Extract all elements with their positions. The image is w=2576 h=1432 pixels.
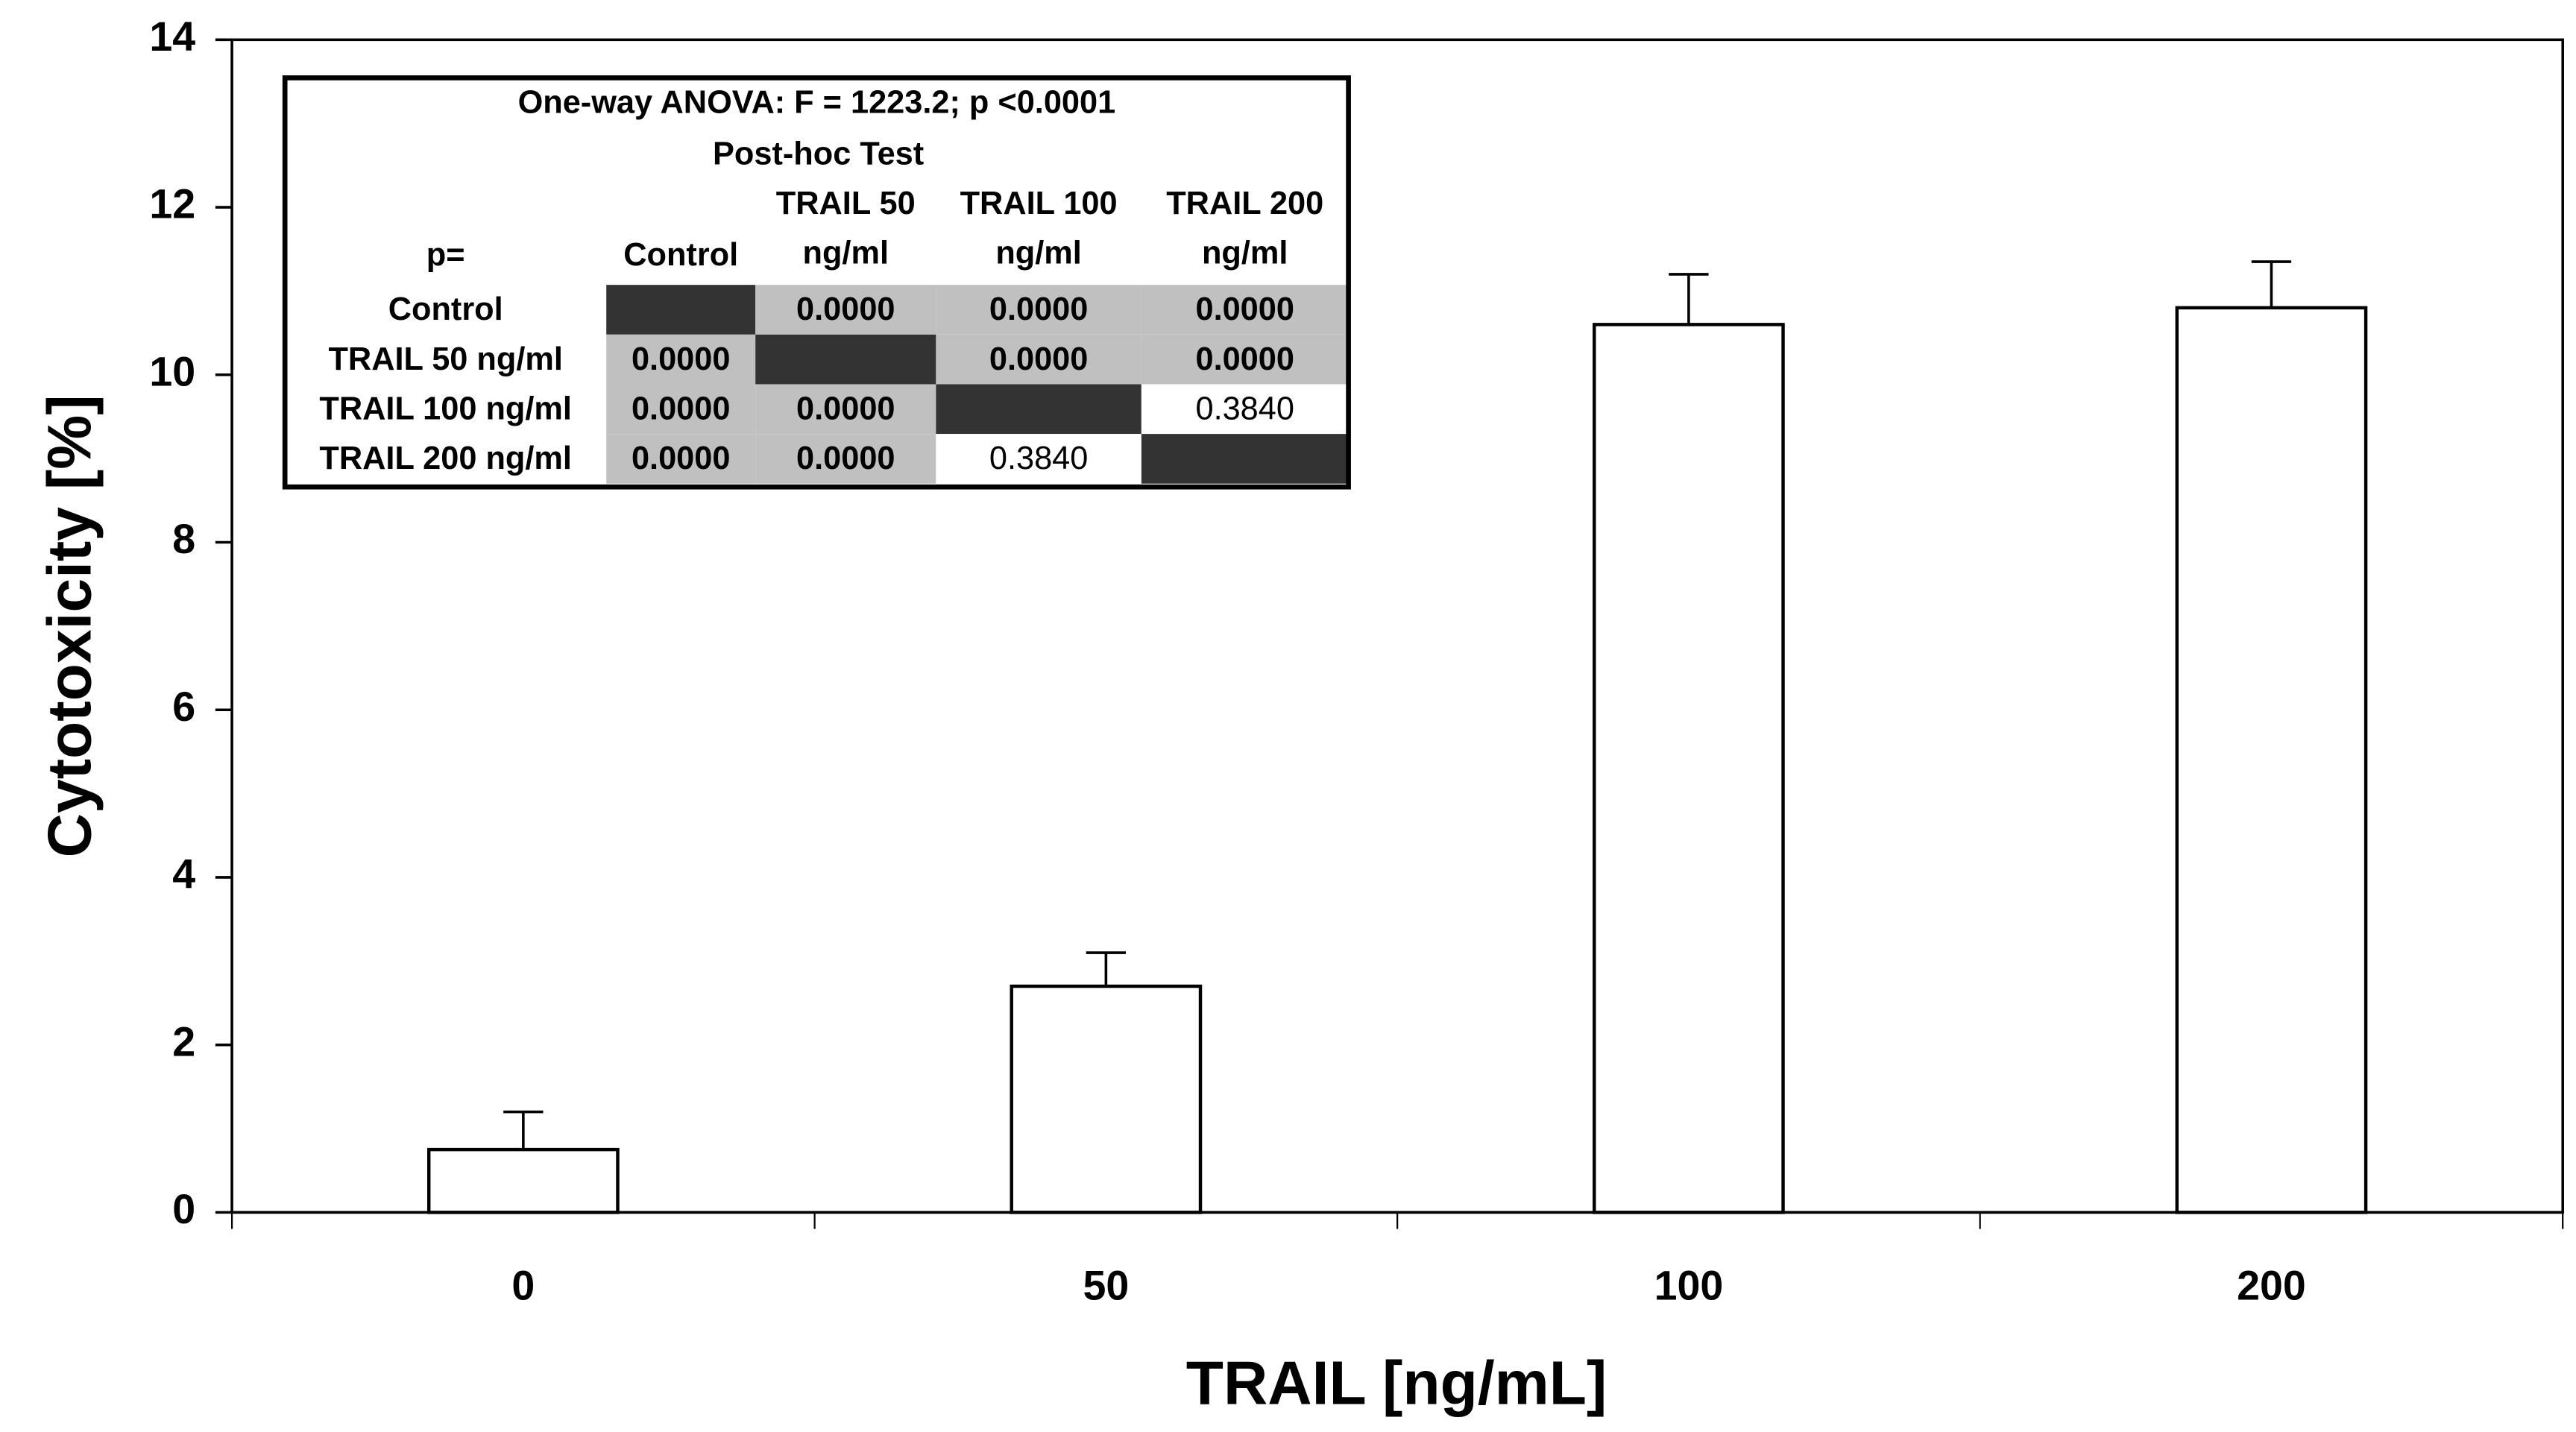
table-header: TRAIL 200 [1166, 186, 1323, 221]
cell-value: 0.0000 [632, 391, 730, 426]
row-label: TRAIL 50 ng/ml [328, 341, 562, 377]
table-header: Control [623, 237, 738, 273]
table-cell [606, 334, 756, 385]
cell-value: 0.0000 [989, 341, 1088, 377]
table-header: ng/ml [803, 236, 889, 271]
table-cell [936, 434, 1141, 484]
table-cell [1141, 384, 1349, 435]
y-tick-label: 4 [172, 851, 195, 898]
y-tick-label: 10 [149, 348, 195, 394]
table-header: ng/ml [995, 236, 1082, 271]
cell-value: 0.0000 [796, 391, 895, 426]
cell-value: 0.0000 [1195, 291, 1294, 327]
bar [1010, 984, 1203, 1214]
cell-value: 0.0000 [796, 291, 895, 327]
table-border [282, 75, 1351, 490]
y-tick-label: 6 [172, 684, 195, 730]
x-axis-title: TRAIL [ng/mL] [1186, 1350, 1607, 1418]
cell-value: 0.0000 [632, 441, 730, 476]
table-cell [606, 285, 756, 335]
y-tick-label: 8 [172, 516, 195, 562]
x-tick-label: 200 [2237, 1262, 2306, 1308]
table-header: p= [426, 237, 465, 273]
row-label: TRAIL 200 ng/ml [319, 441, 572, 476]
table-header: TRAIL 100 [960, 186, 1118, 221]
table-cell [606, 384, 756, 435]
bar [1593, 323, 1785, 1214]
y-axis-title: Cytotoxicity [%] [37, 394, 104, 857]
table-cell [936, 384, 1141, 435]
table-cell [755, 384, 936, 435]
table-cell [1141, 285, 1349, 335]
cell-value: 0.0000 [989, 291, 1088, 327]
y-tick-label: 12 [149, 181, 195, 227]
table-title: One-way ANOVA: F = 1223.2; p <0.0001 [518, 84, 1116, 120]
table-subtitle: Post-hoc Test [713, 136, 924, 171]
x-tick-label: 50 [1083, 1262, 1129, 1308]
cell-value: 0.0000 [1195, 341, 1294, 377]
inset-table: Control 0.0000 0.0000 0.0000 TRAIL 50 ng/ml 0… [282, 75, 1351, 490]
cell-value: 0.0000 [632, 341, 730, 377]
table-cell [936, 285, 1141, 335]
cell-value: 0.0000 [796, 441, 895, 476]
row-label: Control [388, 291, 503, 327]
cell-value: 0.3840 [1195, 391, 1294, 426]
y-tick-label: 2 [172, 1018, 195, 1064]
table-header: ng/ml [1202, 236, 1288, 271]
row-label: TRAIL 100 ng/ml [319, 391, 572, 426]
table-cell [755, 334, 936, 385]
table-cell [755, 285, 936, 335]
x-tick-label: 100 [1654, 1262, 1724, 1308]
y-tick-label: 0 [172, 1186, 195, 1232]
bar [426, 1147, 620, 1214]
table-cell [1141, 334, 1349, 385]
table-header: TRAIL 50 [776, 186, 916, 221]
bar [2175, 306, 2368, 1214]
y-tick-label: 14 [149, 13, 195, 60]
table-cell [1141, 434, 1349, 484]
x-tick-label: 0 [511, 1262, 535, 1308]
table-cell [606, 434, 756, 484]
table-cell [755, 434, 936, 484]
cell-value: 0.3840 [989, 441, 1088, 476]
table-cell [936, 334, 1141, 385]
